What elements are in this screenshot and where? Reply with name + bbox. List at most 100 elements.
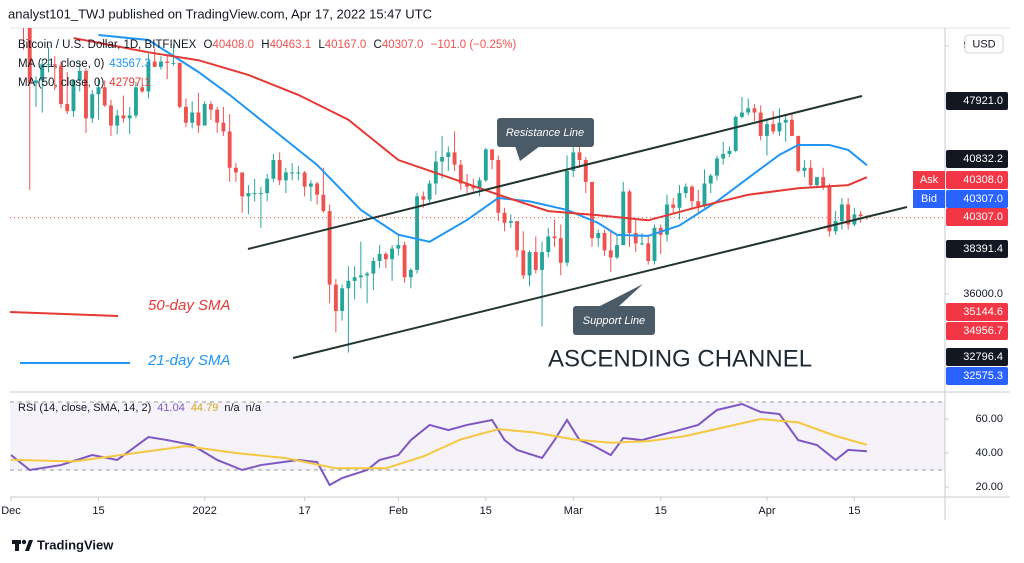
- candle-body: [302, 172, 307, 187]
- ohlc-value: 40307.0: [382, 39, 424, 51]
- y-tick-label: 36000.0: [963, 288, 1003, 300]
- currency-box: [964, 34, 1004, 54]
- candle-body: [502, 212, 507, 223]
- candle-body: [59, 65, 63, 105]
- candle-body: [265, 178, 270, 194]
- price-tag: [946, 348, 1008, 366]
- candle-body: [758, 112, 763, 136]
- callout-box: [497, 118, 594, 147]
- candle-body: [358, 275, 363, 278]
- ohlc-value: 40408.0: [212, 39, 254, 51]
- candle-body: [109, 105, 113, 126]
- candle-body: [633, 233, 638, 244]
- rsi-legend: RSI (14, close, SMA, 14, 2) 41.04 44.79 n/a…: [18, 402, 262, 414]
- change: −101.0 (−0.25%): [431, 39, 517, 51]
- candle-body: [571, 152, 576, 171]
- ohlc-key: C: [374, 39, 382, 51]
- candle-body: [327, 211, 332, 285]
- candle-body: [421, 196, 426, 200]
- currency: USD: [972, 38, 995, 50]
- candle-body: [258, 193, 263, 195]
- series-line: [73, 37, 868, 222]
- ohlc-value: 40167.0: [325, 39, 367, 51]
- price-tag: [946, 150, 1008, 168]
- candle-body: [277, 160, 282, 181]
- candle-body: [565, 170, 569, 263]
- candle-body: [352, 277, 357, 281]
- callout-box: [573, 306, 655, 335]
- candle-body: [377, 253, 382, 261]
- candle-body: [333, 284, 338, 311]
- candle-body: [321, 194, 326, 212]
- candle-body: [283, 172, 288, 181]
- candle-body: [515, 221, 519, 251]
- candle-body: [777, 122, 782, 132]
- candle-body: [596, 233, 601, 239]
- resistance-label: Resistance Line: [506, 127, 584, 139]
- rsi-value: 41.04: [157, 402, 185, 414]
- tag-name-box: [913, 171, 945, 189]
- candle-body: [140, 87, 145, 92]
- series-line: [10, 402, 867, 487]
- candle-body: [715, 158, 719, 176]
- ma-name: MA (21, close, 0): [18, 58, 104, 70]
- candle-body: [233, 167, 238, 173]
- price-tag-label: 32575.3: [963, 370, 1003, 382]
- candle-body: [771, 124, 776, 132]
- rsi-ma-value: 44.79: [191, 402, 219, 414]
- series-line: [98, 33, 868, 243]
- ohlc-key: L: [318, 39, 325, 51]
- price-tag: [946, 367, 1008, 385]
- candle-body: [390, 248, 395, 260]
- candle-body: [727, 150, 732, 154]
- candle-body: [165, 61, 170, 63]
- tag-name: Ask: [920, 174, 939, 186]
- candle-body: [533, 252, 538, 270]
- pattern-label: ASCENDING CHANNEL: [548, 345, 812, 372]
- candle-body: [546, 236, 551, 253]
- candle-body: [577, 152, 582, 161]
- price-tag: [946, 322, 1008, 340]
- ma-legend: MA (21, close, 0) 43567.3: [18, 58, 151, 70]
- candle-body: [683, 186, 688, 194]
- x-tick-label: Dec: [1, 505, 21, 517]
- candle-body: [458, 164, 463, 184]
- candle-body: [696, 201, 701, 207]
- x-tick-label: 15: [848, 505, 860, 517]
- candle-body: [858, 214, 863, 217]
- candle-body: [308, 183, 313, 187]
- candle-body: [452, 152, 457, 165]
- candle-body: [215, 109, 220, 123]
- candle-body: [721, 153, 726, 159]
- candle-body: [34, 80, 38, 84]
- candle-body: [702, 183, 707, 207]
- sma21-label: 21-day SMA: [147, 352, 231, 369]
- candle-body: [346, 280, 351, 289]
- y-tick-label: 20.00: [975, 481, 1003, 493]
- x-tick-label: 17: [299, 505, 311, 517]
- candle-body: [90, 94, 95, 119]
- series-line: [10, 417, 868, 470]
- candle-body: [208, 104, 213, 110]
- sma50-label: 50-day SMA: [148, 297, 231, 314]
- na: n/a: [224, 402, 240, 414]
- callout-pointer: [598, 284, 643, 307]
- candle-body: [134, 87, 138, 116]
- candle-body: [608, 250, 613, 258]
- ohlc-key: O: [204, 39, 213, 51]
- candle-body: [640, 243, 644, 245]
- x-tick-label: Feb: [389, 505, 408, 517]
- candle-body: [227, 131, 232, 168]
- ma-legend: MA (50, close, 0) 42797.1: [18, 77, 151, 89]
- candle-body: [602, 233, 607, 251]
- candle-body: [46, 64, 51, 66]
- na: n/a: [246, 402, 262, 414]
- tag-name-box: [913, 190, 945, 208]
- candle-body: [789, 119, 794, 136]
- candle-body: [27, 28, 32, 84]
- candle-body: [627, 191, 632, 234]
- candle-body: [540, 252, 544, 270]
- candle-body: [833, 221, 838, 232]
- candle-body: [846, 204, 851, 225]
- price-tag-label: 32796.4: [963, 351, 1003, 363]
